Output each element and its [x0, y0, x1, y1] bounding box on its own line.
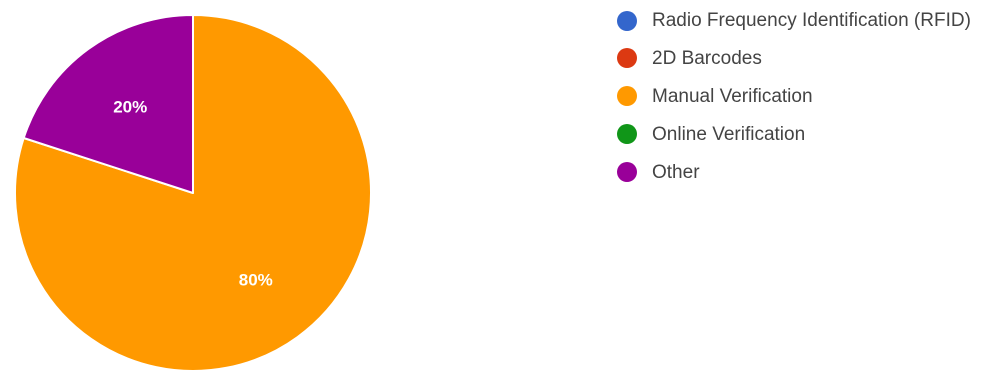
legend-label: Online Verification: [652, 124, 806, 145]
legend-swatch-icon: [617, 162, 637, 182]
legend-swatch-icon: [617, 124, 637, 144]
chart-legend: Radio Frequency Identification (RFID) 2D …: [614, 6, 984, 193]
pie-chart: 80% 20%: [14, 14, 372, 372]
legend-item-other[interactable]: Other: [614, 155, 984, 190]
legend-item-manual-verification[interactable]: Manual Verification: [614, 79, 984, 114]
legend-label: Other: [652, 162, 700, 183]
data-label-manual-verification: 80%: [239, 270, 273, 289]
legend-label: Manual Verification: [652, 86, 813, 107]
pie-data-labels: 80% 20%: [113, 98, 273, 290]
legend-swatch-icon: [617, 86, 637, 106]
legend-swatch-icon: [617, 48, 637, 68]
legend-label: Radio Frequency Identification (RFID): [652, 10, 971, 31]
legend-item-radio-frequency-identification-rfid[interactable]: Radio Frequency Identification (RFID): [614, 6, 984, 36]
legend-swatch-icon: [617, 11, 637, 31]
pie-slice-manual-verification[interactable]: [14, 14, 372, 372]
legend-item-2d-barcodes[interactable]: 2D Barcodes: [614, 41, 984, 76]
data-label-other: 20%: [113, 98, 147, 117]
legend-label: 2D Barcodes: [652, 48, 762, 69]
legend-item-online-verification[interactable]: Online Verification: [614, 117, 984, 152]
pie-slice-other[interactable]: [22, 14, 194, 194]
pie-slices: [14, 14, 372, 372]
